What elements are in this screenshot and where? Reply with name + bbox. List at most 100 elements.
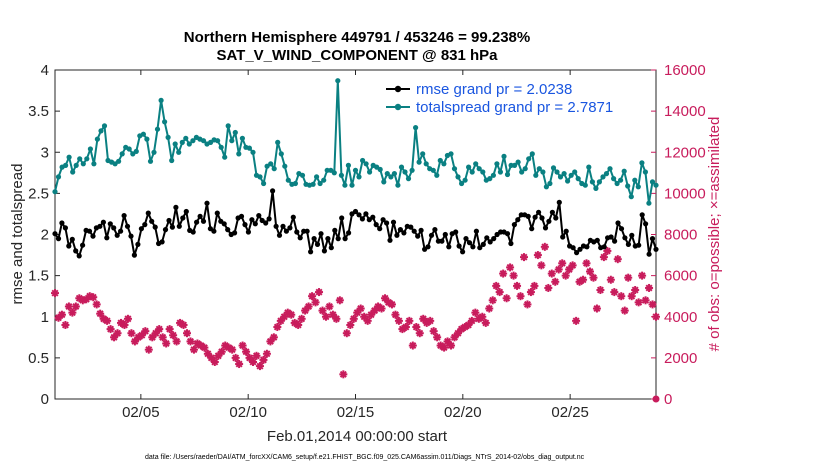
y-tick-label-right: 16000 (664, 62, 706, 79)
totalspread-point (342, 182, 348, 188)
obs-marker (415, 329, 424, 338)
rmse-point (615, 220, 621, 226)
totalspread-point (391, 171, 397, 177)
rmse-point (491, 236, 497, 242)
rmse-point (636, 242, 642, 248)
totalspread-point (423, 161, 429, 167)
rmse-point (59, 220, 65, 226)
totalspread-point (261, 180, 267, 187)
rmse-point (97, 223, 103, 229)
rmse-point (515, 217, 521, 223)
totalspread-point (140, 131, 146, 137)
totalspread-point (200, 138, 207, 144)
rmse-point (339, 215, 345, 221)
obs-marker (189, 345, 198, 354)
totalspread-point (98, 128, 104, 134)
totalspread-point (420, 151, 426, 157)
obs-marker (429, 327, 438, 336)
totalspread-point (543, 184, 550, 190)
obs-marker (394, 316, 403, 325)
rmse-point (439, 238, 445, 244)
x-tick-label: 02/20 (444, 404, 482, 421)
totalspread-point (593, 185, 599, 191)
rmse-point (384, 220, 390, 226)
rmse-point (390, 219, 397, 225)
totalspread-point (635, 184, 641, 190)
legend-rmse-label: rmse grand pr = 2.0238 (416, 81, 572, 98)
totalspread-point (455, 174, 461, 180)
x-axis-label: Feb.01,2014 00:00:00 start (267, 428, 448, 445)
y-tick-label-right: 4000 (664, 309, 697, 326)
rmse-point (370, 214, 376, 220)
totalspread-point (126, 146, 132, 152)
totalspread-point (321, 177, 327, 183)
totalspread-point (511, 162, 518, 168)
totalspread-point (268, 161, 274, 167)
rmse-point (52, 231, 58, 237)
rmse-point (504, 231, 511, 237)
obs-marker (492, 281, 501, 290)
rmse-point (114, 232, 120, 238)
rmse-point (107, 221, 113, 227)
obs-marker (499, 269, 508, 278)
totalspread-point (169, 157, 175, 164)
rmse-point (173, 204, 179, 210)
rmse-point (152, 224, 158, 230)
rmse-point (221, 221, 227, 227)
totalspread-point (154, 126, 161, 132)
obs-marker (516, 292, 525, 301)
rmse-point (466, 240, 473, 246)
rmse-point (297, 235, 303, 241)
rmse-point (214, 210, 220, 216)
totalspread-point (91, 161, 97, 167)
rmse-point (356, 212, 362, 218)
rmse-point (359, 216, 365, 222)
obs-marker (412, 323, 421, 332)
rmse-point (204, 200, 210, 206)
totalspread-point (77, 156, 83, 162)
totalspread-point (271, 166, 277, 172)
totalspread-point (536, 166, 542, 172)
totalspread-point (497, 169, 503, 175)
totalspread-point (649, 179, 656, 185)
totalspread-point (526, 156, 532, 162)
rmse-point (111, 225, 117, 231)
rmse-point (342, 236, 348, 242)
rmse-point (176, 223, 182, 229)
obs-marker (579, 275, 588, 284)
rmse-point (432, 227, 438, 233)
rmse-point (149, 218, 155, 224)
rmse-point (55, 236, 62, 242)
rmse-point (190, 229, 196, 235)
totalspread-point (409, 167, 415, 173)
rmse-point (321, 248, 327, 254)
obs-marker (207, 353, 216, 362)
totalspread-point (504, 171, 511, 178)
rmse-point (166, 217, 172, 224)
rmse-point (546, 218, 552, 224)
rmse-point (542, 225, 549, 231)
rmse-point (553, 215, 559, 221)
rmse-point (100, 219, 106, 225)
obs-marker (64, 302, 73, 311)
rmse-point (363, 211, 369, 217)
legend-spread-marker (394, 103, 402, 111)
totalspread-point (73, 162, 79, 168)
obs-marker (259, 355, 268, 364)
rmse-point (577, 246, 583, 252)
rmse-point (352, 208, 359, 215)
obs-marker (162, 339, 171, 348)
totalspread-point (84, 156, 90, 162)
obs-marker (471, 308, 480, 317)
totalspread-point (402, 169, 408, 175)
obs-marker (228, 345, 237, 354)
obs-marker (266, 337, 275, 346)
totalspread-point (119, 151, 125, 157)
obs-marker (249, 357, 258, 366)
obs-marker (638, 271, 647, 280)
totalspread-point (568, 172, 574, 178)
totalspread-point (550, 165, 557, 171)
obs-marker (652, 312, 660, 321)
rmse-point (511, 222, 517, 228)
